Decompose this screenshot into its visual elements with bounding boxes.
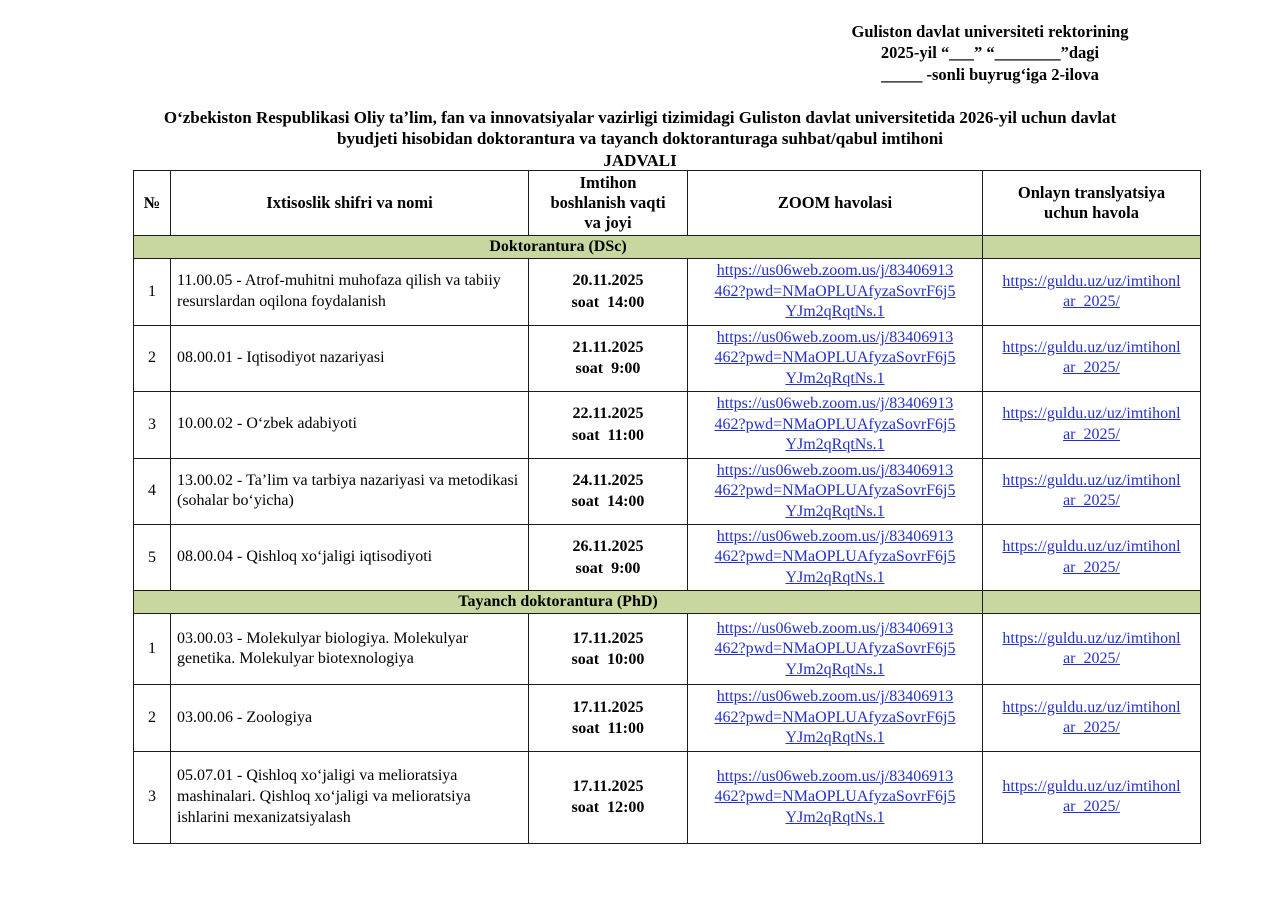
section-label: Doktorantura (DSc) xyxy=(133,235,983,260)
zoom-meeting-link[interactable]: https://us06web.zoom.us/j/83406913 462?pw… xyxy=(714,328,956,387)
online-stream-link[interactable]: https://guldu.uz/uz/imtihonl ar_2025/ xyxy=(1002,339,1181,377)
column-header-number: № xyxy=(133,169,171,237)
exam-date-time: 17.11.2025 soat 12:00 xyxy=(528,750,688,844)
row-number: 1 xyxy=(133,258,171,326)
online-stream-link-cell: https://guldu.uz/uz/imtihonl ar_2025/ xyxy=(982,457,1201,526)
section-band-spacer xyxy=(982,235,1201,260)
zoom-meeting-link-cell: https://us06web.zoom.us/j/83406913 462?pw… xyxy=(687,324,983,393)
online-stream-link[interactable]: https://guldu.uz/uz/imtihonl ar_2025/ xyxy=(1002,777,1181,816)
zoom-meeting-link[interactable]: https://us06web.zoom.us/j/83406913 462?pw… xyxy=(714,528,956,586)
column-header-exam-time: Imtihon boshlanish vaqti va joyi xyxy=(528,169,688,237)
specialty-name: 03.00.03 - Molekulyar biologiya. Molekul… xyxy=(170,613,529,686)
exam-date-time: 22.11.2025 soat 11:00 xyxy=(528,391,688,459)
online-stream-link-cell: https://guldu.uz/uz/imtihonl ar_2025/ xyxy=(982,258,1201,326)
specialty-name: 10.00.02 - Oʻzbek adabiyoti xyxy=(170,391,529,459)
specialty-name: 03.00.06 - Zoologiya xyxy=(170,684,529,752)
online-stream-link[interactable]: https://guldu.uz/uz/imtihonl ar_2025/ xyxy=(1002,272,1181,311)
table-row: 4 13.00.02 - Taʼlim va tarbiya nazariyasi… xyxy=(133,457,1201,526)
exam-date-time: 20.11.2025 soat 14:00 xyxy=(528,258,688,326)
online-stream-link-cell: https://guldu.uz/uz/imtihonl ar_2025/ xyxy=(982,613,1201,686)
online-stream-link-cell: https://guldu.uz/uz/imtihonl ar_2025/ xyxy=(982,391,1201,459)
exam-date-time: 17.11.2025 soat 11:00 xyxy=(528,684,688,752)
online-stream-link-cell: https://guldu.uz/uz/imtihonl ar_2025/ xyxy=(982,750,1201,844)
zoom-meeting-link[interactable]: https://us06web.zoom.us/j/83406913 462?pw… xyxy=(714,395,956,454)
row-number: 1 xyxy=(133,613,171,686)
table-header-row: № Ixtisoslik shifri va nomi Imtihon bosh… xyxy=(133,169,1201,237)
online-stream-link-cell: https://guldu.uz/uz/imtihonl ar_2025/ xyxy=(982,684,1201,752)
zoom-meeting-link[interactable]: https://us06web.zoom.us/j/83406913 462?pw… xyxy=(714,262,956,321)
zoom-meeting-link-cell: https://us06web.zoom.us/j/83406913 462?pw… xyxy=(687,391,983,459)
online-stream-link[interactable]: https://guldu.uz/uz/imtihonl ar_2025/ xyxy=(1002,538,1181,576)
zoom-meeting-link[interactable]: https://us06web.zoom.us/j/83406913 462?pw… xyxy=(714,688,956,747)
document-title-line: byudjeti hisobidan doktorantura va tayan… xyxy=(336,129,943,149)
zoom-meeting-link-cell: https://us06web.zoom.us/j/83406913 462?pw… xyxy=(687,684,983,752)
specialty-name: 05.07.01 - Qishloq xoʻjaligi va meliorat… xyxy=(170,750,529,844)
section-band-row: Tayanch doktorantura (PhD) xyxy=(133,590,1201,615)
table-row: 2 03.00.06 - Zoologiya 17.11.2025 soat 11:0… xyxy=(133,684,1201,752)
exam-date-time: 21.11.2025 soat 9:00 xyxy=(528,324,688,393)
zoom-meeting-link[interactable]: https://us06web.zoom.us/j/83406913 462?pw… xyxy=(714,767,956,826)
specialty-name: 13.00.02 - Taʼlim va tarbiya nazariyasi … xyxy=(170,457,529,526)
column-header-zoom-link: ZOOM havolasi xyxy=(687,169,983,237)
zoom-meeting-link-cell: https://us06web.zoom.us/j/83406913 462?pw… xyxy=(687,457,983,526)
table-row: 5 08.00.04 - Qishloq xoʻjaligi iqtisodiyo… xyxy=(133,523,1201,592)
order-annex-note: Guliston davlat universiteti rektorining… xyxy=(800,21,1180,85)
row-number: 2 xyxy=(133,684,171,752)
zoom-meeting-link-cell: https://us06web.zoom.us/j/83406913 462?pw… xyxy=(687,523,983,592)
document-title-line: JADVALI xyxy=(603,150,677,170)
column-header-stream-link: Onlayn translyatsiya uchun havola xyxy=(982,169,1201,237)
document-title: Oʻzbekiston Respublikasi Oliy taʼlim, fa… xyxy=(95,107,1185,171)
online-stream-link[interactable]: https://guldu.uz/uz/imtihonl ar_2025/ xyxy=(1002,405,1181,443)
online-stream-link-cell: https://guldu.uz/uz/imtihonl ar_2025/ xyxy=(982,523,1201,592)
specialty-name: 11.00.05 - Atrof-muhitni muhofaza qilish… xyxy=(170,258,529,326)
document-title-line: Oʻzbekiston Respublikasi Oliy taʼlim, fa… xyxy=(163,108,1117,127)
section-label: Tayanch doktorantura (PhD) xyxy=(133,590,983,615)
row-number: 5 xyxy=(133,523,171,592)
row-number: 3 xyxy=(133,750,171,844)
row-number: 4 xyxy=(133,457,171,526)
specialty-name: 08.00.01 - Iqtisodiyot nazariyasi xyxy=(170,324,529,393)
row-number: 2 xyxy=(133,324,171,393)
order-annex-line: 2025-yil “___” “________”dagi xyxy=(880,43,1100,63)
table-row: 3 05.07.01 - Qishloq xoʻjaligi va meliora… xyxy=(133,750,1201,844)
section-band-row: Doktorantura (DSc) xyxy=(133,235,1201,260)
zoom-meeting-link[interactable]: https://us06web.zoom.us/j/83406913 462?pw… xyxy=(714,461,956,520)
zoom-meeting-link-cell: https://us06web.zoom.us/j/83406913 462?pw… xyxy=(687,258,983,326)
exam-date-time: 17.11.2025 soat 10:00 xyxy=(528,613,688,686)
table-row: 3 10.00.02 - Oʻzbek adabiyoti 22.11.2025 so… xyxy=(133,391,1201,459)
order-annex-line: Guliston davlat universiteti rektorining xyxy=(851,22,1129,41)
exam-date-time: 24.11.2025 soat 14:00 xyxy=(528,457,688,526)
column-header-specialty: Ixtisoslik shifri va nomi xyxy=(170,169,529,237)
online-stream-link[interactable]: https://guldu.uz/uz/imtihonl ar_2025/ xyxy=(1002,471,1181,510)
specialty-name: 08.00.04 - Qishloq xoʻjaligi iqtisodiyot… xyxy=(170,523,529,592)
zoom-meeting-link-cell: https://us06web.zoom.us/j/83406913 462?pw… xyxy=(687,613,983,686)
table-row: 2 08.00.01 - Iqtisodiyot nazariyasi 21.11.… xyxy=(133,324,1201,393)
schedule-table-body: Doktorantura (DSc) 1 11.00.05 - Atrof-muhi… xyxy=(133,235,1201,844)
order-annex-line: _____ -sonli buyrugʻiga 2-ilova xyxy=(881,64,1099,84)
zoom-meeting-link[interactable]: https://us06web.zoom.us/j/83406913 462?pw… xyxy=(714,619,956,678)
section-band-spacer xyxy=(982,590,1201,615)
table-row: 1 03.00.03 - Molekulyar biologiya. Moleku… xyxy=(133,613,1201,686)
table-row: 1 11.00.05 - Atrof-muhitni muhofaza qilis… xyxy=(133,258,1201,326)
row-number: 3 xyxy=(133,391,171,459)
online-stream-link-cell: https://guldu.uz/uz/imtihonl ar_2025/ xyxy=(982,324,1201,393)
exam-schedule-table: № Ixtisoslik shifri va nomi Imtihon bosh… xyxy=(133,169,1201,844)
exam-date-time: 26.11.2025 soat 9:00 xyxy=(528,523,688,592)
online-stream-link[interactable]: https://guldu.uz/uz/imtihonl ar_2025/ xyxy=(1002,629,1181,668)
online-stream-link[interactable]: https://guldu.uz/uz/imtihonl ar_2025/ xyxy=(1002,698,1181,737)
zoom-meeting-link-cell: https://us06web.zoom.us/j/83406913 462?pw… xyxy=(687,750,983,844)
